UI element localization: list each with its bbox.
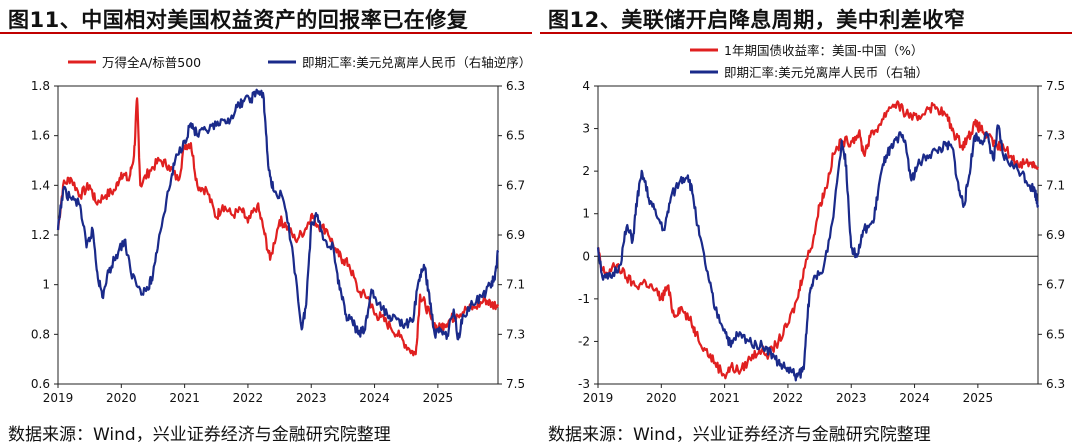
right-tick-label: 6.7 [1046, 278, 1065, 292]
legend-label: 1年期国债收益率：美国-中国（%） [724, 43, 923, 58]
source-note-left: 数据来源：Wind，兴业证券经济与金融研究院整理 [8, 425, 391, 445]
left-tick-label: 1.4 [31, 178, 50, 192]
left-tick-label: -2 [578, 334, 590, 348]
x-tick-label: 2025 [963, 391, 994, 405]
legend-label: 即期汇率:美元兑离岸人民币（右轴逆序） [302, 55, 531, 70]
chart-title-right: 图12、美联储开启降息周期，美中利差收窄 [548, 8, 966, 32]
right-tick-label: 7.3 [506, 327, 525, 341]
x-tick-label: 2020 [106, 391, 137, 405]
chart-panel-left: 图11、中国相对美国权益资产的回报率已在修复 0.6 0.8 1 1.2 1.4 1.6 1… [0, 8, 532, 445]
left-tick-label: -3 [578, 377, 590, 391]
right-tick-label: 6.9 [1046, 228, 1065, 242]
line-chart-right: -3 -2 -1 0 1 2 3 4 6.3 6.5 6.7 6.9 7.1 7.3 7.5 2019 2020… [578, 43, 1065, 405]
right-tick-label: 6.7 [506, 178, 525, 192]
x-tick-label: 2022 [233, 391, 264, 405]
x-tick-label: 2025 [423, 391, 454, 405]
legend-label: 万得全A/标普500 [102, 55, 201, 70]
left-tick-label: 1.6 [31, 129, 50, 143]
line-chart-left: 0.6 0.8 1 1.2 1.4 1.6 1.8 6.3 6.5 6.7 6.9 7.1 7.3 7.5… [31, 55, 531, 405]
chart-title-left: 图11、中国相对美国权益资产的回报率已在修复 [8, 8, 469, 32]
left-tick-label: -1 [578, 292, 590, 306]
left-tick-label: 0.6 [31, 377, 50, 391]
left-tick-label: 0.8 [31, 327, 50, 341]
title-rule-left [0, 32, 532, 34]
series-line-blue [56, 88, 500, 341]
title-rule-right [540, 32, 1072, 34]
left-tick-label: 4 [582, 79, 590, 93]
right-tick-label: 6.5 [506, 129, 525, 143]
plot-frame [57, 85, 499, 385]
left-tick-label: 0 [582, 249, 590, 263]
left-tick-label: 1 [42, 278, 50, 292]
right-tick-label: 6.9 [506, 228, 525, 242]
series-line-red [56, 97, 500, 357]
right-tick-label: 6.3 [1046, 377, 1065, 391]
right-tick-label: 7.1 [506, 278, 525, 292]
right-tick-label: 7.5 [1046, 79, 1065, 93]
legend-label: 即期汇率:美元兑离岸人民币（右轴） [724, 65, 928, 80]
chart-panel-right: 图12、美联储开启降息周期，美中利差收窄 -3 -2 -1 0 1 2 3 4 6.3 6.5 6.… [540, 0, 1080, 445]
left-tick-label: 3 [582, 122, 590, 136]
right-tick-label: 6.3 [506, 79, 525, 93]
left-tick-label: 1 [582, 207, 590, 221]
x-tick-label: 2021 [169, 391, 200, 405]
x-tick-label: 2019 [43, 391, 74, 405]
x-tick-label: 2021 [709, 391, 740, 405]
left-tick-label: 1.2 [31, 228, 50, 242]
right-tick-label: 6.5 [1046, 327, 1065, 341]
x-tick-label: 2020 [646, 391, 677, 405]
left-tick-label: 2 [582, 164, 590, 178]
left-tick-label: 1.8 [31, 79, 50, 93]
right-tick-label: 7.1 [1046, 178, 1065, 192]
source-note-right: 数据来源：Wind，兴业证券经济与金融研究院整理 [548, 425, 931, 445]
x-tick-label: 2022 [773, 391, 804, 405]
x-tick-label: 2023 [836, 391, 867, 405]
right-tick-label: 7.5 [506, 377, 525, 391]
series-line-red [597, 100, 1040, 380]
series-line-blue [596, 124, 1040, 382]
x-tick-label: 2023 [296, 391, 327, 405]
x-tick-label: 2024 [899, 391, 930, 405]
x-tick-label: 2019 [583, 391, 614, 405]
x-tick-label: 2024 [359, 391, 390, 405]
right-tick-label: 7.3 [1046, 129, 1065, 143]
